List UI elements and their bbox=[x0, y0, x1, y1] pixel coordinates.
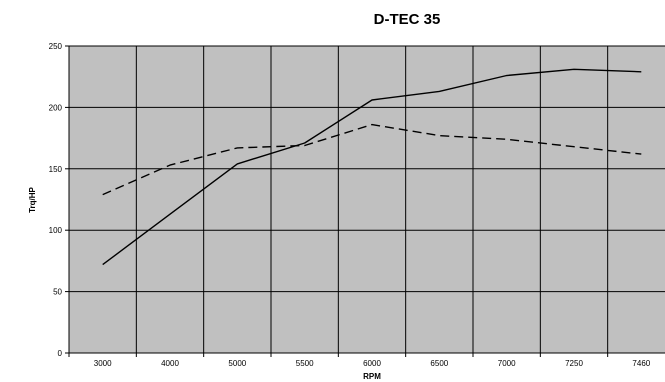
x-axis-label: RPM bbox=[363, 372, 381, 381]
y-axis-label: Trq/HP bbox=[28, 186, 37, 212]
chart-title: D-TEC 35 bbox=[374, 11, 441, 28]
y-tick-label-5: 250 bbox=[49, 42, 63, 51]
x-tick-label-4: 6000 bbox=[363, 359, 381, 368]
plot-area bbox=[69, 46, 665, 353]
x-tick-label-5: 6500 bbox=[430, 359, 448, 368]
x-tick-label-8: 7460 bbox=[632, 359, 650, 368]
y-tick-label-1: 50 bbox=[53, 288, 62, 297]
y-tick-label-2: 100 bbox=[49, 226, 63, 235]
y-tick-label-4: 200 bbox=[49, 103, 63, 112]
x-tick-label-2: 5000 bbox=[228, 359, 246, 368]
y-tick-label-3: 150 bbox=[49, 165, 63, 174]
axes bbox=[65, 45, 665, 357]
x-tick-label-0: 3000 bbox=[94, 359, 112, 368]
y-tick-label-0: 0 bbox=[58, 349, 63, 358]
x-tick-label-6: 7000 bbox=[498, 359, 516, 368]
x-tick-label-1: 4000 bbox=[161, 359, 179, 368]
series-line-1 bbox=[102, 68, 642, 266]
series-group bbox=[102, 68, 642, 266]
tick-labels: 0 50 100 150 200 250 3000 4000 5000 5500 6000 6500 7… bbox=[49, 42, 651, 368]
grid bbox=[69, 45, 665, 353]
x-tick-label-7: 7250 bbox=[565, 359, 583, 368]
x-tick-label-3: 5500 bbox=[296, 359, 314, 368]
series-line-2 bbox=[102, 123, 642, 196]
